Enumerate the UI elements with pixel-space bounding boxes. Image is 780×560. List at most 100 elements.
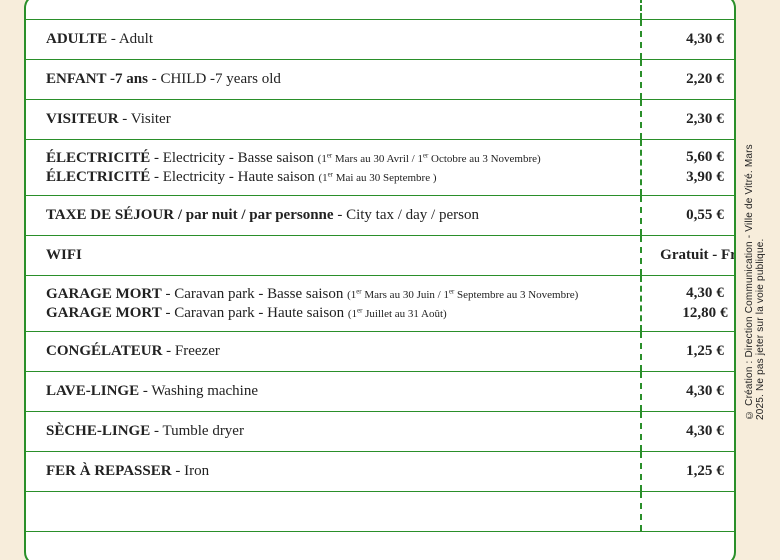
row-label-line: LAVE-LINGE - Washing machine [46,382,626,401]
row-label [26,0,640,19]
row-label: TAXE DE SÉJOUR / par nuit / par personne… [26,196,640,235]
row-price: Gratuit - Free [640,236,736,275]
row-price: 4,30€ [640,372,736,411]
price-value: 3,90€ [686,168,724,188]
label-en: Iron [184,463,209,479]
euro-symbol: € [716,462,724,482]
label-fr: SÈCHE-LINGE [46,423,150,439]
label-sub: (1er Mai au 30 Septembre ) [318,172,436,184]
euro-symbol: € [716,70,724,90]
label-en: Washing machine [151,383,258,399]
row-price: 2,20€ [640,60,736,99]
price-value: 1,25€ [686,342,724,362]
price-free: Gratuit - Free [660,246,736,266]
price-board: ADULTE - Adult4,30€ENFANT -7 ans - CHILD… [24,0,736,560]
row-label-line: TAXE DE SÉJOUR / par nuit / par personne… [46,206,626,225]
label-fr: ENFANT -7 ans [46,71,148,87]
row-price: 4,30€ [640,412,736,451]
row-price [640,492,736,531]
price-number: 2,20 [686,70,712,90]
price-row: WIFI Gratuit - Free [26,236,734,276]
row-label-line: ENFANT -7 ans - CHILD -7 years old [46,70,626,89]
price-row: ADULTE - Adult 4,30€ [26,20,734,60]
label-fr: ÉLECTRICITÉ [46,150,150,166]
euro-symbol: € [716,110,724,130]
row-price: 2,30€ [640,100,736,139]
price-row: ENFANT -7 ans - CHILD -7 years old 2,20€ [26,60,734,100]
label-en: Caravan park - Basse saison [174,286,343,302]
price-row: SÈCHE-LINGE - Tumble dryer4,30€ [26,412,734,452]
label-fr: CONGÉLATEUR [46,343,162,359]
price-value: 2,20€ [686,70,724,90]
label-sep: - [162,305,175,321]
price-row [26,0,734,20]
price-number: 1,25 [686,462,712,482]
label-sep: - [150,423,162,439]
row-label: WIFI [26,236,640,275]
label-sep: - [148,71,161,87]
row-label-line: ÉLECTRICITÉ - Electricity - Haute saison… [46,168,626,187]
label-en: Caravan park - Haute saison [174,305,344,321]
row-label-line: VISITEUR - Visiter [46,110,626,129]
label-fr: VISITEUR [46,111,119,127]
row-label-line: ADULTE - Adult [46,30,626,49]
row-price: 4,30€12,80€ [640,276,736,331]
label-fr: FER À REPASSER [46,463,172,479]
row-price: 1,25€ [640,452,736,491]
label-fr: GARAGE MORT [46,305,162,321]
price-number: 4,30 [686,284,712,304]
row-label: CONGÉLATEUR - Freezer [26,332,640,371]
label-en: City tax / day / person [346,207,479,223]
row-label-line: GARAGE MORT - Caravan park - Haute saiso… [46,304,626,323]
price-value: 5,60€ [686,148,724,168]
euro-symbol: € [716,30,724,50]
label-sub: (1er Mars au 30 Juin / 1er Septembre au … [347,289,578,301]
row-label-line: CONGÉLATEUR - Freezer [46,342,626,361]
label-en: Adult [119,31,153,47]
euro-symbol: € [716,168,724,188]
label-fr: ADULTE [46,31,107,47]
price-number: 4,30 [686,30,712,50]
credits-text: © Création : Direction Communication - V… [744,140,766,420]
label-fr: TAXE DE SÉJOUR / par nuit / par personne [46,207,334,223]
euro-symbol: € [716,148,724,168]
price-rows: ADULTE - Adult4,30€ENFANT -7 ans - CHILD… [26,0,734,532]
price-number: 5,60 [686,148,712,168]
price-row [26,492,734,532]
label-sep: - [107,31,119,47]
row-label-line: FER À REPASSER - Iron [46,462,626,481]
price-row: CONGÉLATEUR - Freezer 1,25€ [26,332,734,372]
label-sep: - [162,286,175,302]
price-number: 4,30 [686,382,712,402]
row-label: ENFANT -7 ans - CHILD -7 years old [26,60,640,99]
euro-symbol: € [716,382,724,402]
row-label: ÉLECTRICITÉ - Electricity - Basse saison… [26,140,640,195]
row-label-line: GARAGE MORT - Caravan park - Basse saiso… [46,285,626,304]
label-sub: (1er Juillet au 31 Août) [348,308,447,320]
label-sep: - [162,343,175,359]
price-value: 2,30€ [686,110,724,130]
price-row: TAXE DE SÉJOUR / par nuit / par personne… [26,196,734,236]
price-value: 4,30€ [686,382,724,402]
row-price: 4,30€ [640,20,736,59]
price-row: VISITEUR - Visiter 2,30€ [26,100,734,140]
price-value: 12,80€ [682,304,727,324]
price-number: 1,25 [686,342,712,362]
row-label: LAVE-LINGE - Washing machine [26,372,640,411]
euro-symbol: € [716,284,724,304]
label-en: Visiter [131,111,171,127]
label-fr: ÉLECTRICITÉ [46,169,150,185]
price-value: 4,30€ [686,422,724,442]
row-price: 0,55€ [640,196,736,235]
label-sep: - [150,169,163,185]
label-en: Electricity - Haute saison [163,169,315,185]
row-label-line: ÉLECTRICITÉ - Electricity - Basse saison… [46,149,626,168]
euro-symbol: € [720,304,728,324]
label-sep: - [172,463,185,479]
price-row: GARAGE MORT - Caravan park - Basse saiso… [26,276,734,332]
label-fr: LAVE-LINGE [46,383,139,399]
row-price: 1,25€ [640,332,736,371]
euro-symbol: € [716,206,724,226]
label-en: Freezer [175,343,220,359]
euro-symbol: € [716,422,724,442]
